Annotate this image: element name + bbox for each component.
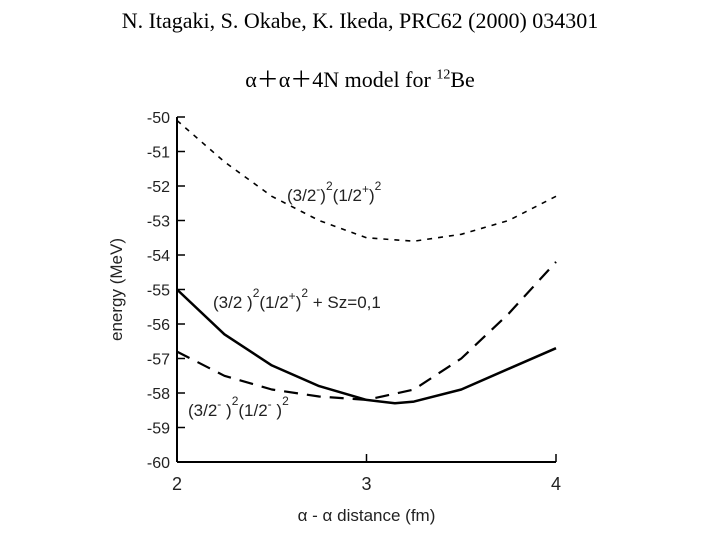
model-nucleus: Be (450, 67, 475, 92)
y-tick-label: -55 (147, 283, 170, 300)
series-line-long-dash (176, 261, 557, 401)
y-tick-label: -51 (147, 145, 170, 162)
annotation-lower-curve: (3/2- )2(1/2- )2 (188, 394, 289, 420)
series-line-solid (176, 288, 557, 405)
y-axis-title: energy (MeV) (107, 238, 126, 341)
y-tick-label: -54 (147, 248, 170, 265)
y-tick-label: -59 (147, 421, 170, 438)
y-tick-label: -56 (147, 317, 170, 334)
annotation-upper-curve: (3/2-)2(1/2+)2 (287, 179, 382, 205)
x-tick-label: 2 (172, 474, 182, 494)
y-tick-label: -50 (147, 110, 170, 127)
y-tick-label: -57 (147, 352, 170, 369)
y-tick-label: -52 (147, 179, 170, 196)
reference-citation: N. Itagaki, S. Okabe, K. Ikeda, PRC62 (2… (121, 8, 599, 33)
x-tick-label: 3 (361, 474, 371, 494)
model-title: α＋α＋4N model for 12Be (0, 62, 720, 94)
series-line-short-dash (176, 119, 557, 242)
model-title-prefix: α＋α＋4N model for (245, 67, 437, 92)
model-mass-number: 12 (436, 67, 451, 83)
y-tick-label: -58 (147, 386, 170, 403)
chart-series (176, 119, 557, 405)
chart-annotations: (3/2-)2(1/2+)2 (3/2 )2(1/2+)2 + Sz=0,1 (… (188, 179, 382, 420)
x-axis-title: α - α distance (fm) (298, 506, 436, 525)
annotation-solid-curve: (3/2 )2(1/2+)2 + Sz=0,1 (213, 286, 381, 312)
x-tick-label: 4 (551, 474, 561, 494)
y-tick-label: -60 (147, 455, 170, 472)
chart-axes: -50 -51 -52 -53 -54 -55 -56 -57 -58 -59 -602 3 4 α - … (107, 110, 561, 525)
y-tick-label: -53 (147, 214, 170, 231)
